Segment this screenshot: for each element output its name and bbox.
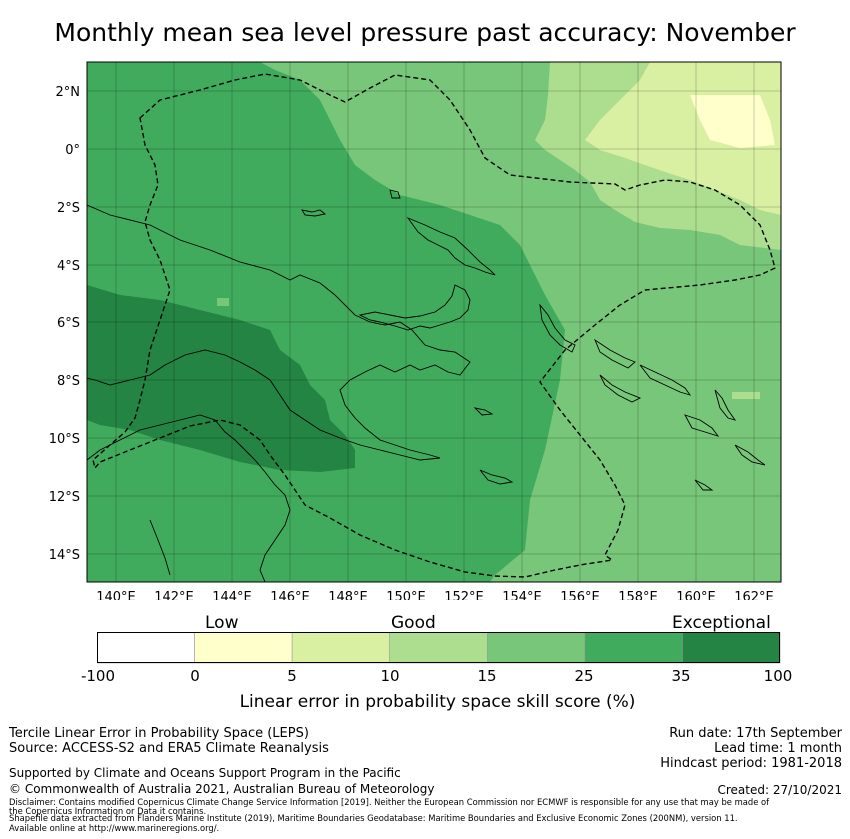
lon-tick-label: 152°E [444,590,484,600]
lon-tick-label: 142°E [154,590,194,600]
field-exceptional [87,285,355,472]
lon-tick-label: 140°E [96,590,136,600]
cb-category-low: Low [205,613,239,633]
lat-tick-label: 14°S [49,548,80,563]
lat-tick-label: 0° [65,143,80,158]
field-low-0 [690,95,775,148]
island-small-3 [473,407,494,416]
copyright-text: © Commonwealth of Australia 2021, Austra… [9,782,435,796]
lon-tick-label: 162°E [734,590,774,600]
cb-tick-label: 5 [287,667,297,685]
solomon-coast-1 [594,338,636,369]
field-green-east-band [590,300,781,420]
cb-category-exceptional: Exceptional [672,613,771,633]
solomon-coast-6 [734,444,766,466]
lat-tick-label: 2°S [57,201,80,216]
lon-tick-label: 154°E [502,590,542,600]
solomon-coast-4 [684,414,720,437]
solomon-coast-5 [714,389,737,421]
colorbar-swatch [486,632,586,664]
cb-tick-label: -100 [80,667,116,685]
lon-tick-label: 156°E [560,590,600,600]
field-patch [217,298,229,306]
hindcast-text: Hindcast period: 1981-2018 [660,756,842,771]
colorbar-label: Linear error in probability space skill … [239,692,636,712]
lat-tick-label: 10°S [49,432,80,447]
cape-york [149,519,171,576]
solomon-coast-2 [639,364,692,396]
island-small-2 [389,189,401,199]
new-ireland-coast [358,284,471,331]
method-text: Tercile Linear Error in Probability Spac… [9,726,309,741]
colorbar-swatch [194,632,293,664]
map-frame [86,61,782,583]
lat-tick-label: 4°S [57,259,80,274]
colorbar-swatch [97,632,195,664]
colorbar-swatch [584,632,683,664]
lon-tick-label: 150°E [386,590,426,600]
disclaimer-text: Disclaimer: Contains modified Copernicus… [9,797,770,807]
cb-tick-label: 15 [477,667,497,685]
shapefile-text-2: Available online at http://www.marinereg… [9,823,220,833]
island-small-1 [301,209,327,217]
field-patch-2 [732,392,760,399]
lon-tick-label: 160°E [676,590,716,600]
colorbar-swatch [389,632,488,664]
new-britain-coast [406,216,496,276]
lon-tick-label: 158°E [618,590,658,600]
coastlines [87,189,766,582]
new-guinea-coast [87,204,471,461]
map-title: Monthly mean sea level pressure past acc… [54,18,796,47]
lon-tick-label: 146°E [270,590,310,600]
australia-coast [87,414,291,582]
skill-map: 2°N 0° 2°S 4°S 6°S 8°S 10°S 12°S 14°S 14… [49,61,782,600]
run-date-text: Run date: 17th September [669,726,842,741]
colorbar-swatch [291,632,391,664]
lead-time-text: Lead time: 1 month [714,741,842,756]
gridlines [87,62,781,582]
colorbar [97,632,781,664]
shapefile-text: Shapefile data extracted from Flanders M… [9,813,738,823]
bougainville-coast [539,303,576,353]
disclaimer-text-2: the Copernicus Information or Data it co… [9,806,207,816]
cb-tick-label: 100 [763,667,793,685]
solomon-coast-3 [599,374,642,403]
lon-tick-label: 144°E [212,590,252,600]
lon-tick-label: 148°E [328,590,368,600]
field-green-southeast [560,400,781,582]
cb-tick-label: 35 [671,667,691,685]
support-text: Supported by Climate and Oceans Support … [9,766,401,780]
cb-tick-label: 10 [380,667,400,685]
created-text: Created: 27/10/2021 [717,783,842,797]
colorbar-swatch [682,632,781,664]
lat-tick-label: 2°N [56,85,81,100]
lat-tick-label: 12°S [49,490,80,505]
island-small-4 [479,469,514,485]
cb-category-good: Good [391,613,436,633]
lat-tick-label: 6°S [57,316,80,331]
cb-tick-label: 25 [574,667,594,685]
island-small-5 [694,479,714,491]
source-text: Source: ACCESS-S2 and ERA5 Climate Reana… [9,741,329,756]
lat-tick-label: 8°S [57,374,80,389]
cb-tick-label: 0 [190,667,200,685]
